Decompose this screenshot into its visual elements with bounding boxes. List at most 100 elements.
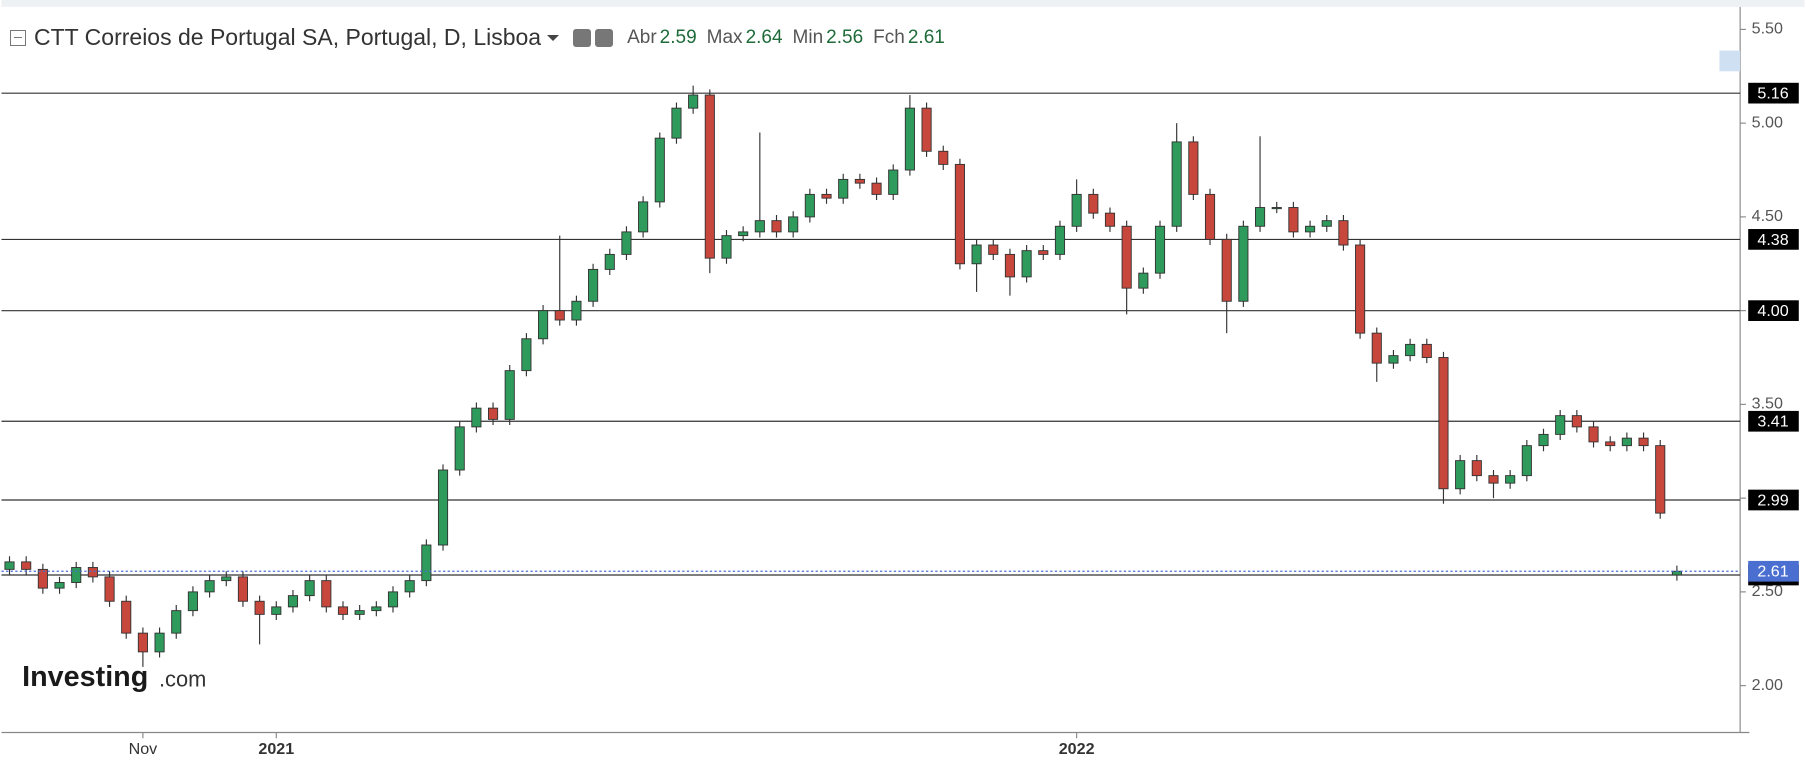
candle-body [354, 610, 365, 615]
candle-body [1021, 250, 1032, 278]
candle-body [638, 201, 649, 233]
candle-body [1271, 207, 1282, 210]
candle-body [487, 407, 499, 420]
y-tick-label: 2.50 [1752, 582, 1783, 600]
scroll-button[interactable] [1719, 50, 1741, 72]
price-label: 2.61 [1757, 563, 1788, 581]
level-label-bg [1748, 300, 1799, 321]
y-tick-label: 5.50 [1752, 20, 1783, 38]
candle-body [21, 561, 32, 570]
candle-body [704, 94, 715, 259]
price-label-bg [1748, 560, 1799, 582]
x-tick-label: 2021 [258, 740, 294, 758]
candle-body [538, 310, 549, 340]
level-label-bg [1748, 489, 1799, 511]
candle-body [4, 561, 15, 570]
low-label: Min [792, 26, 824, 48]
candle-body [1238, 225, 1249, 302]
dropdown-caret[interactable] [547, 34, 560, 41]
candle-body [1321, 220, 1332, 227]
close-label: Fch [873, 26, 905, 48]
candle-body [321, 580, 332, 608]
candle-body [104, 576, 115, 602]
level-label: 3.41 [1757, 413, 1788, 431]
candle-body [1038, 250, 1049, 255]
level-label-bg [1748, 229, 1799, 250]
close-value: 2.61 [907, 26, 945, 48]
watermark-domain: .com [159, 667, 206, 692]
candle-body [204, 580, 215, 593]
candle-body [1571, 415, 1582, 428]
y-tick-label: 3.50 [1752, 395, 1783, 413]
level-label: 4.38 [1757, 231, 1788, 249]
candle-body [187, 591, 198, 612]
candle-body [1555, 415, 1566, 435]
level-label-bg [1748, 82, 1799, 104]
open-label: Abr [627, 26, 657, 48]
candle-body [404, 580, 415, 593]
candle-body [821, 193, 832, 199]
low-value: 2.56 [826, 26, 864, 48]
candle-body [71, 567, 82, 583]
candle-body [504, 370, 515, 420]
candle-body [1004, 253, 1016, 278]
candle-body [921, 107, 932, 152]
settings-icon[interactable] [595, 28, 614, 47]
candle-body [854, 178, 865, 184]
candle-body [1455, 460, 1466, 490]
candle-body [604, 253, 615, 270]
candle-body [1104, 212, 1116, 227]
candle-body [1154, 225, 1166, 274]
candle-body [337, 606, 349, 615]
candle-body [1088, 193, 1099, 214]
candle-body [1171, 141, 1182, 227]
y-tick-label: 5.00 [1752, 113, 1783, 131]
candle-body [1471, 460, 1482, 477]
candle-body [54, 582, 65, 589]
candle-body [671, 107, 682, 139]
candle-body [1355, 244, 1366, 334]
candle-body [738, 231, 749, 237]
candle-body [221, 576, 232, 582]
candle-body [1204, 193, 1216, 240]
candle-body [1221, 238, 1232, 302]
instrument-title[interactable]: CTT Correios de Portugal SA, Portugal, D… [34, 24, 542, 50]
candle-body [37, 568, 48, 589]
candle-body [387, 591, 399, 608]
candle-body [271, 606, 282, 615]
candle-body [838, 178, 849, 199]
candle-body [988, 244, 999, 255]
candle-body [237, 576, 249, 602]
candle-body [904, 107, 915, 171]
candle-body [554, 310, 565, 321]
candle-body [87, 567, 98, 578]
candle-body [788, 216, 799, 233]
level-label: 4.00 [1757, 302, 1788, 320]
candle-body [571, 300, 582, 321]
visibility-icon[interactable] [573, 28, 592, 47]
collapse-button[interactable] [10, 29, 26, 46]
candle-body [437, 469, 449, 546]
candle-body [371, 606, 382, 612]
candle-body [1338, 220, 1349, 246]
candle-body [1421, 343, 1432, 358]
top-bar [1, 0, 1805, 7]
candle-body [1621, 437, 1632, 447]
candle-body [938, 150, 949, 165]
candle-body [454, 426, 465, 471]
candle-body [1521, 445, 1532, 477]
candle-body [1588, 426, 1599, 443]
open-value: 2.59 [659, 26, 697, 48]
candle-body [1438, 357, 1449, 490]
candle-body [804, 193, 815, 218]
level-label: 5.16 [1757, 85, 1788, 103]
candle-body [1388, 355, 1399, 364]
candle-body [1538, 433, 1549, 447]
candle-body [1305, 225, 1316, 233]
candle-body [1488, 475, 1499, 484]
candle-body [954, 163, 965, 265]
y-tick-label: 2.00 [1752, 676, 1783, 694]
candle-body [721, 235, 732, 259]
